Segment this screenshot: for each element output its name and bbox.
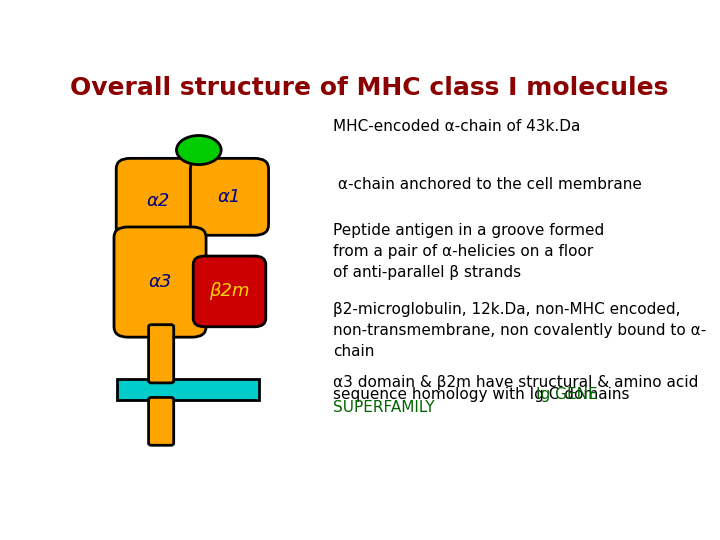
Text: MHC-encoded α-chain of 43k.Da: MHC-encoded α-chain of 43k.Da <box>333 119 580 134</box>
Text: α2: α2 <box>146 192 170 210</box>
Text: sequence homology with Ig C domains: sequence homology with Ig C domains <box>333 387 634 402</box>
FancyBboxPatch shape <box>148 397 174 446</box>
Text: SUPERFAMILY: SUPERFAMILY <box>333 400 434 415</box>
Text: β2-microglobulin, 12k.Da, non-MHC encoded,
non-transmembrane, non covalently bou: β2-microglobulin, 12k.Da, non-MHC encode… <box>333 302 706 359</box>
FancyBboxPatch shape <box>148 325 174 383</box>
Text: Peptide antigen in a groove formed
from a pair of α-helicies on a floor
of anti-: Peptide antigen in a groove formed from … <box>333 223 604 280</box>
Text: Ig GENE: Ig GENE <box>536 387 598 402</box>
FancyBboxPatch shape <box>116 158 200 244</box>
FancyBboxPatch shape <box>114 227 206 337</box>
Text: α-chain anchored to the cell membrane: α-chain anchored to the cell membrane <box>333 177 642 192</box>
Text: α3: α3 <box>148 273 172 291</box>
FancyBboxPatch shape <box>190 158 269 235</box>
Bar <box>117 379 259 400</box>
Text: β2m: β2m <box>210 282 250 300</box>
FancyBboxPatch shape <box>193 256 266 327</box>
Text: Overall structure of MHC class I molecules: Overall structure of MHC class I molecul… <box>70 76 668 100</box>
Ellipse shape <box>176 136 221 165</box>
Text: α3 domain & β2m have structural & amino acid: α3 domain & β2m have structural & amino … <box>333 375 698 389</box>
Text: α1: α1 <box>218 188 241 206</box>
